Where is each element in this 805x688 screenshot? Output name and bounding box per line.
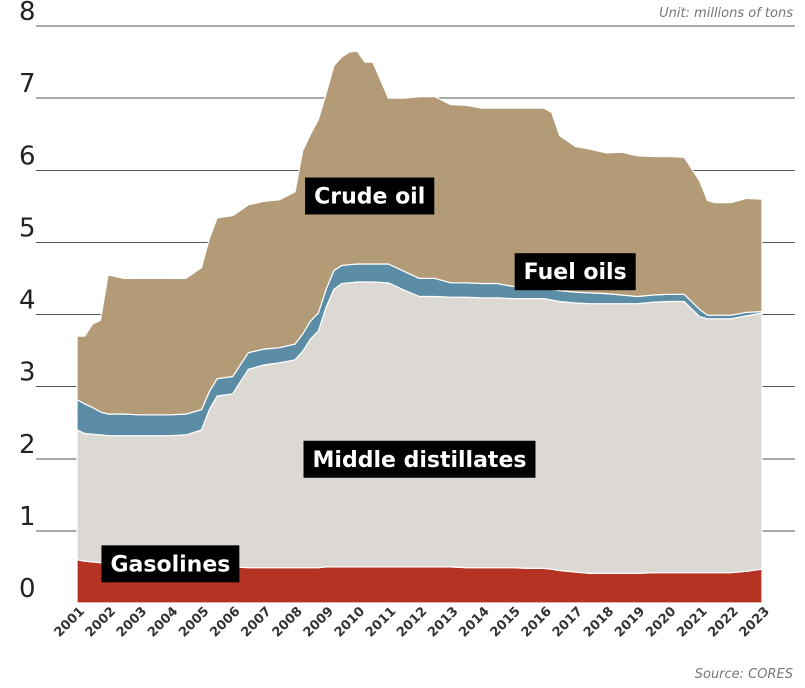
y-tick-label: 0	[19, 574, 36, 604]
svg-text:Middle distillates: Middle distillates	[313, 448, 527, 473]
x-axis-tick-labels: 2001200220032004200520062007200820092010…	[52, 604, 773, 640]
x-tick-label: 2007	[238, 604, 274, 640]
x-tick-label: 2014	[456, 604, 492, 640]
y-tick-label: 5	[19, 213, 36, 243]
series-labels: Crude oil Fuel oils Middle distillates Gaso…	[101, 177, 636, 583]
svg-text:Crude oil: Crude oil	[314, 184, 425, 209]
x-tick-label: 2017	[550, 604, 586, 640]
series-label-middle-distillates: Middle distillates	[303, 440, 536, 478]
x-tick-label: 2003	[114, 604, 150, 640]
series-label-gasolines: Gasolines	[101, 545, 240, 583]
y-tick-label: 7	[19, 69, 36, 99]
x-tick-label: 2008	[270, 604, 306, 640]
x-tick-label: 2012	[394, 604, 430, 640]
x-tick-label: 2018	[581, 604, 617, 640]
source-note: Source: CORES	[694, 667, 793, 682]
x-tick-label: 2001	[52, 604, 88, 640]
area-series	[76, 50, 763, 604]
x-tick-label: 2011	[363, 604, 399, 640]
x-tick-label: 2002	[83, 604, 119, 640]
x-tick-label: 2004	[145, 604, 181, 640]
x-tick-label: 2022	[705, 604, 741, 640]
x-tick-label: 2020	[643, 604, 679, 640]
y-tick-label: 1	[19, 502, 36, 532]
y-tick-label: 4	[19, 286, 36, 316]
x-tick-label: 2005	[176, 604, 212, 640]
unit-note: Unit: millions of tons	[659, 6, 793, 21]
x-tick-label: 2013	[425, 604, 461, 640]
x-tick-label: 2015	[488, 604, 524, 640]
y-axis-tick-labels: 0 1 2 3 4 5 6 7 8	[19, 0, 36, 604]
x-tick-label: 2009	[301, 604, 337, 640]
series-label-crude-oil: Crude oil	[305, 177, 435, 215]
svg-text:Gasolines: Gasolines	[110, 552, 230, 577]
y-tick-label: 6	[19, 141, 36, 171]
x-tick-label: 2021	[674, 604, 710, 640]
area-crude-oil	[76, 50, 763, 416]
x-tick-label: 2019	[612, 604, 648, 640]
y-tick-label: 8	[19, 0, 36, 27]
series-label-fuel-oils: Fuel oils	[514, 253, 636, 291]
svg-text:Fuel oils: Fuel oils	[524, 260, 627, 285]
x-tick-label: 2010	[332, 604, 368, 640]
x-tick-label: 2023	[737, 604, 773, 640]
x-tick-label: 2006	[207, 604, 243, 640]
y-tick-label: 3	[19, 358, 36, 388]
y-tick-label: 2	[19, 430, 36, 460]
x-tick-label: 2016	[519, 604, 555, 640]
